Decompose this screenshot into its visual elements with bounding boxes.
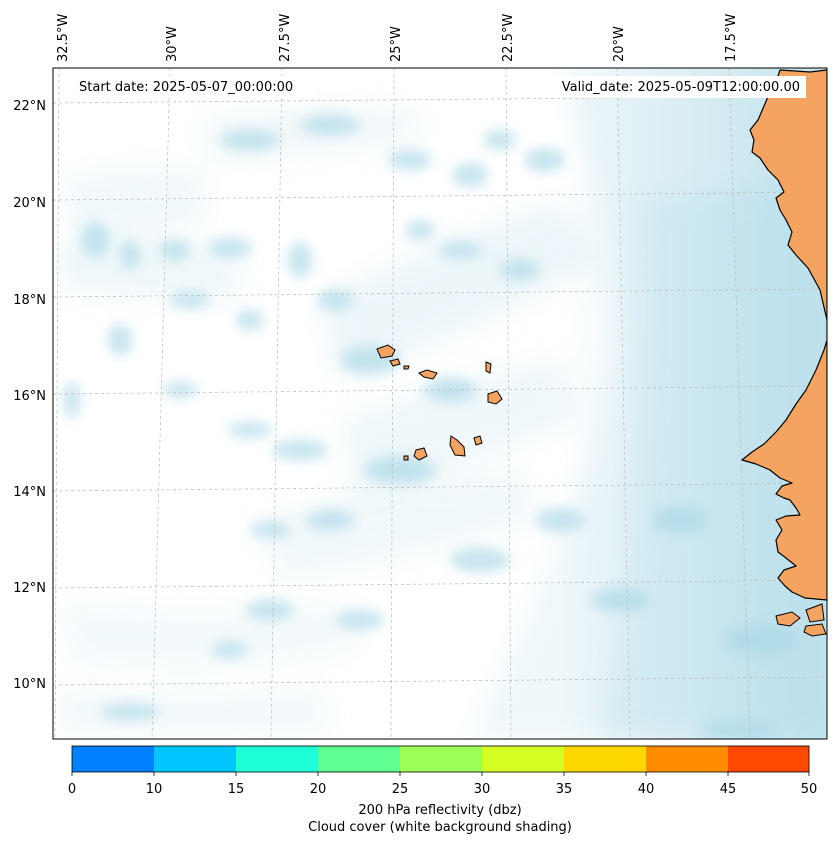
island-sao-nicolau	[418, 369, 438, 380]
colorbar-swatch	[728, 746, 809, 772]
colorbar-swatch	[564, 746, 646, 772]
lat-label: 10°N	[13, 677, 46, 692]
island-maio	[473, 435, 483, 446]
lon-label: 22.5°W	[501, 14, 516, 62]
lon-label: 32.5°W	[56, 14, 71, 62]
colorbar-tick-label: 35	[556, 782, 573, 797]
graticule	[53, 68, 827, 739]
colorbar-tick-label: 45	[720, 782, 737, 797]
colorbar-tick-label: 50	[801, 782, 818, 797]
lat-label: 22°N	[13, 99, 46, 114]
island-brava	[403, 455, 409, 461]
start-date-label: Start date: 2025-05-07_00:00:00	[79, 80, 293, 95]
lat-label: 20°N	[13, 196, 46, 211]
lon-label: 20°W	[612, 26, 627, 62]
colorbar-tick-label: 25	[392, 782, 409, 797]
cape-verde-islands	[376, 344, 503, 461]
lat-label: 18°N	[13, 293, 46, 308]
colorbar-sublabel: Cloud cover (white background shading)	[308, 820, 572, 835]
island-santa-luzia	[403, 365, 410, 370]
valid-date-box	[540, 76, 806, 98]
map-panel: Start date: 2025-05-07_00:00:00 Valid_da…	[53, 68, 827, 739]
map-frame	[52, 67, 828, 740]
colorbar: 0 10 15 20 25 30 35 40 45 50 200 hPa ref…	[68, 745, 817, 835]
colorbar-tick-label: 20	[310, 782, 327, 797]
lon-label: 30°W	[165, 26, 180, 62]
lat-label: 14°N	[13, 485, 46, 500]
colorbar-tick-labels: 0 10 15 20 25 30 35 40 45 50	[68, 782, 817, 797]
island-santiago	[449, 435, 466, 457]
longitude-labels: 32.5°W 30°W 27.5°W 25°W 22.5°W 20°W 17.5…	[56, 14, 739, 62]
colorbar-tick-label: 30	[474, 782, 491, 797]
colorbar-tick-label: 0	[68, 782, 76, 797]
lon-label: 27.5°W	[278, 14, 293, 62]
start-date-box	[74, 76, 314, 98]
island-santo-antao	[376, 344, 396, 359]
colorbar-swatch	[72, 746, 154, 772]
colorbar-ticks	[71, 772, 810, 776]
lat-label: 12°N	[13, 581, 46, 596]
island-sal	[485, 361, 492, 374]
colorbar-tick-label: 15	[228, 782, 245, 797]
colorbar-swatch	[400, 746, 482, 772]
colorbar-frame	[71, 745, 810, 773]
lon-label: 25°W	[389, 26, 404, 62]
latitude-labels: 22°N 20°N 18°N 16°N 14°N 12°N 10°N	[13, 99, 46, 692]
colorbar-swatch	[154, 746, 236, 772]
island-sao-vicente	[389, 358, 401, 367]
lon-label: 17.5°W	[724, 14, 739, 62]
colorbar-swatch	[482, 746, 564, 772]
lat-label: 16°N	[13, 389, 46, 404]
africa-coast	[741, 69, 827, 637]
colorbar-swatch	[646, 746, 728, 772]
colorbar-tick-label: 40	[638, 782, 655, 797]
colorbar-swatch	[236, 746, 318, 772]
colorbar-label: 200 hPa reflectivity (dbz)	[358, 803, 521, 818]
colorbar-swatch	[318, 746, 400, 772]
colorbar-swatches	[72, 746, 809, 772]
island-boa-vista	[487, 390, 503, 405]
cloud-cover-shading	[60, 68, 827, 739]
colorbar-tick-label: 10	[146, 782, 163, 797]
island-fogo	[413, 447, 428, 461]
valid-date-label: Valid_date: 2025-05-09T12:00:00.00	[562, 80, 800, 95]
